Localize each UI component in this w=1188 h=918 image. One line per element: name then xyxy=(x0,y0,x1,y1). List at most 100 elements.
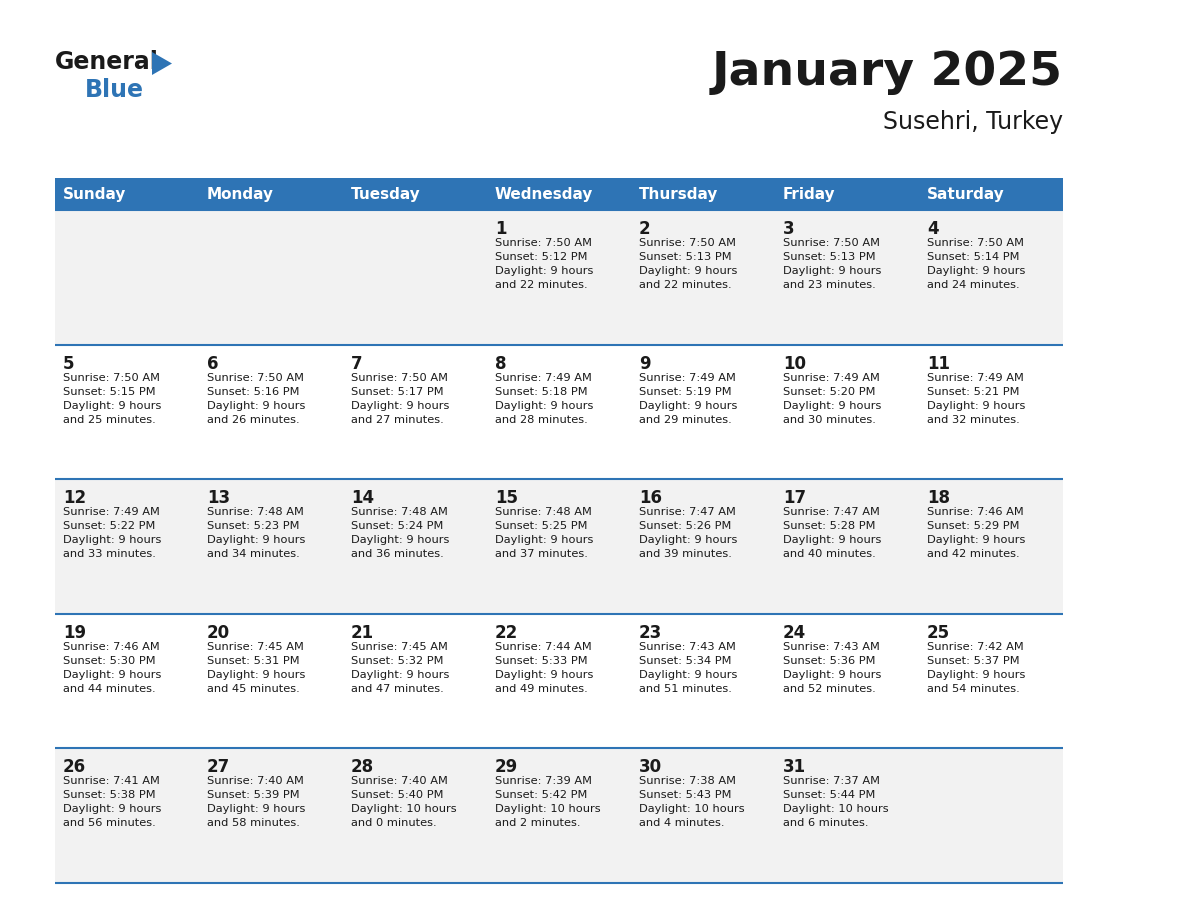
Bar xyxy=(343,479,487,614)
Bar xyxy=(631,210,775,344)
Text: 15: 15 xyxy=(495,489,518,508)
Text: 26: 26 xyxy=(63,758,86,777)
Text: Sunrise: 7:46 AM
Sunset: 5:29 PM
Daylight: 9 hours
and 42 minutes.: Sunrise: 7:46 AM Sunset: 5:29 PM Dayligh… xyxy=(927,508,1025,559)
Text: 31: 31 xyxy=(783,758,807,777)
Text: Sunrise: 7:47 AM
Sunset: 5:26 PM
Daylight: 9 hours
and 39 minutes.: Sunrise: 7:47 AM Sunset: 5:26 PM Dayligh… xyxy=(639,508,738,559)
Bar xyxy=(920,210,1063,344)
Text: 2: 2 xyxy=(639,220,651,238)
Text: Sunrise: 7:41 AM
Sunset: 5:38 PM
Daylight: 9 hours
and 56 minutes.: Sunrise: 7:41 AM Sunset: 5:38 PM Dayligh… xyxy=(63,777,162,828)
Text: Wednesday: Wednesday xyxy=(495,186,593,201)
Bar xyxy=(775,344,920,479)
Text: Sunday: Sunday xyxy=(63,186,126,201)
Text: 29: 29 xyxy=(495,758,518,777)
Text: Sunrise: 7:49 AM
Sunset: 5:18 PM
Daylight: 9 hours
and 28 minutes.: Sunrise: 7:49 AM Sunset: 5:18 PM Dayligh… xyxy=(495,373,593,425)
Bar xyxy=(200,748,343,883)
Text: Sunrise: 7:45 AM
Sunset: 5:31 PM
Daylight: 9 hours
and 45 minutes.: Sunrise: 7:45 AM Sunset: 5:31 PM Dayligh… xyxy=(207,642,305,694)
Text: Sunrise: 7:46 AM
Sunset: 5:30 PM
Daylight: 9 hours
and 44 minutes.: Sunrise: 7:46 AM Sunset: 5:30 PM Dayligh… xyxy=(63,642,162,694)
Text: Sunrise: 7:50 AM
Sunset: 5:15 PM
Daylight: 9 hours
and 25 minutes.: Sunrise: 7:50 AM Sunset: 5:15 PM Dayligh… xyxy=(63,373,162,425)
Text: Thursday: Thursday xyxy=(639,186,719,201)
Bar xyxy=(487,748,631,883)
Polygon shape xyxy=(152,52,172,75)
Bar xyxy=(55,344,200,479)
Text: 13: 13 xyxy=(207,489,230,508)
Text: Sunrise: 7:50 AM
Sunset: 5:16 PM
Daylight: 9 hours
and 26 minutes.: Sunrise: 7:50 AM Sunset: 5:16 PM Dayligh… xyxy=(207,373,305,425)
Bar xyxy=(55,210,200,344)
Text: 14: 14 xyxy=(350,489,374,508)
Text: 5: 5 xyxy=(63,354,75,373)
Text: Sunrise: 7:48 AM
Sunset: 5:25 PM
Daylight: 9 hours
and 37 minutes.: Sunrise: 7:48 AM Sunset: 5:25 PM Dayligh… xyxy=(495,508,593,559)
Bar xyxy=(487,178,631,210)
Text: Sunrise: 7:37 AM
Sunset: 5:44 PM
Daylight: 10 hours
and 6 minutes.: Sunrise: 7:37 AM Sunset: 5:44 PM Dayligh… xyxy=(783,777,889,828)
Bar xyxy=(343,210,487,344)
Bar xyxy=(631,479,775,614)
Bar xyxy=(200,479,343,614)
Text: 6: 6 xyxy=(207,354,219,373)
Text: Sunrise: 7:48 AM
Sunset: 5:24 PM
Daylight: 9 hours
and 36 minutes.: Sunrise: 7:48 AM Sunset: 5:24 PM Dayligh… xyxy=(350,508,449,559)
Text: Blue: Blue xyxy=(86,78,144,102)
Bar xyxy=(631,344,775,479)
Bar xyxy=(343,344,487,479)
Text: 28: 28 xyxy=(350,758,374,777)
Bar xyxy=(200,210,343,344)
Text: 9: 9 xyxy=(639,354,651,373)
Bar xyxy=(775,210,920,344)
Text: Sunrise: 7:45 AM
Sunset: 5:32 PM
Daylight: 9 hours
and 47 minutes.: Sunrise: 7:45 AM Sunset: 5:32 PM Dayligh… xyxy=(350,642,449,694)
Text: 19: 19 xyxy=(63,624,86,642)
Text: Sunrise: 7:50 AM
Sunset: 5:12 PM
Daylight: 9 hours
and 22 minutes.: Sunrise: 7:50 AM Sunset: 5:12 PM Dayligh… xyxy=(495,238,593,290)
Text: 24: 24 xyxy=(783,624,807,642)
Text: 16: 16 xyxy=(639,489,662,508)
Text: Sunrise: 7:48 AM
Sunset: 5:23 PM
Daylight: 9 hours
and 34 minutes.: Sunrise: 7:48 AM Sunset: 5:23 PM Dayligh… xyxy=(207,508,305,559)
Text: 7: 7 xyxy=(350,354,362,373)
Bar xyxy=(200,178,343,210)
Bar xyxy=(920,344,1063,479)
Text: Sunrise: 7:49 AM
Sunset: 5:22 PM
Daylight: 9 hours
and 33 minutes.: Sunrise: 7:49 AM Sunset: 5:22 PM Dayligh… xyxy=(63,508,162,559)
Bar xyxy=(200,344,343,479)
Bar xyxy=(55,178,200,210)
Text: Sunrise: 7:50 AM
Sunset: 5:17 PM
Daylight: 9 hours
and 27 minutes.: Sunrise: 7:50 AM Sunset: 5:17 PM Dayligh… xyxy=(350,373,449,425)
Text: Sunrise: 7:50 AM
Sunset: 5:13 PM
Daylight: 9 hours
and 22 minutes.: Sunrise: 7:50 AM Sunset: 5:13 PM Dayligh… xyxy=(639,238,738,290)
Text: Sunrise: 7:44 AM
Sunset: 5:33 PM
Daylight: 9 hours
and 49 minutes.: Sunrise: 7:44 AM Sunset: 5:33 PM Dayligh… xyxy=(495,642,593,694)
Text: 23: 23 xyxy=(639,624,662,642)
Text: Susehri, Turkey: Susehri, Turkey xyxy=(883,110,1063,134)
Bar xyxy=(487,614,631,748)
Text: 21: 21 xyxy=(350,624,374,642)
Bar xyxy=(55,479,200,614)
Text: 20: 20 xyxy=(207,624,230,642)
Text: 22: 22 xyxy=(495,624,518,642)
Bar xyxy=(631,614,775,748)
Text: 27: 27 xyxy=(207,758,230,777)
Bar xyxy=(631,748,775,883)
Bar xyxy=(775,178,920,210)
Text: Sunrise: 7:50 AM
Sunset: 5:14 PM
Daylight: 9 hours
and 24 minutes.: Sunrise: 7:50 AM Sunset: 5:14 PM Dayligh… xyxy=(927,238,1025,290)
Bar xyxy=(487,344,631,479)
Text: 25: 25 xyxy=(927,624,950,642)
Bar xyxy=(920,748,1063,883)
Text: 18: 18 xyxy=(927,489,950,508)
Bar xyxy=(775,614,920,748)
Bar xyxy=(343,178,487,210)
Bar xyxy=(775,748,920,883)
Text: 11: 11 xyxy=(927,354,950,373)
Text: Sunrise: 7:38 AM
Sunset: 5:43 PM
Daylight: 10 hours
and 4 minutes.: Sunrise: 7:38 AM Sunset: 5:43 PM Dayligh… xyxy=(639,777,745,828)
Text: Friday: Friday xyxy=(783,186,835,201)
Text: 10: 10 xyxy=(783,354,805,373)
Text: Saturday: Saturday xyxy=(927,186,1005,201)
Bar xyxy=(920,614,1063,748)
Bar xyxy=(920,178,1063,210)
Text: 1: 1 xyxy=(495,220,506,238)
Bar xyxy=(343,614,487,748)
Text: 12: 12 xyxy=(63,489,86,508)
Text: 4: 4 xyxy=(927,220,939,238)
Text: Sunrise: 7:40 AM
Sunset: 5:40 PM
Daylight: 10 hours
and 0 minutes.: Sunrise: 7:40 AM Sunset: 5:40 PM Dayligh… xyxy=(350,777,456,828)
Text: Sunrise: 7:39 AM
Sunset: 5:42 PM
Daylight: 10 hours
and 2 minutes.: Sunrise: 7:39 AM Sunset: 5:42 PM Dayligh… xyxy=(495,777,601,828)
Text: 17: 17 xyxy=(783,489,807,508)
Text: Sunrise: 7:43 AM
Sunset: 5:34 PM
Daylight: 9 hours
and 51 minutes.: Sunrise: 7:43 AM Sunset: 5:34 PM Dayligh… xyxy=(639,642,738,694)
Bar xyxy=(631,178,775,210)
Bar xyxy=(775,479,920,614)
Text: Sunrise: 7:49 AM
Sunset: 5:20 PM
Daylight: 9 hours
and 30 minutes.: Sunrise: 7:49 AM Sunset: 5:20 PM Dayligh… xyxy=(783,373,881,425)
Text: January 2025: January 2025 xyxy=(712,50,1063,95)
Text: 8: 8 xyxy=(495,354,506,373)
Text: Monday: Monday xyxy=(207,186,274,201)
Bar xyxy=(343,748,487,883)
Text: Sunrise: 7:50 AM
Sunset: 5:13 PM
Daylight: 9 hours
and 23 minutes.: Sunrise: 7:50 AM Sunset: 5:13 PM Dayligh… xyxy=(783,238,881,290)
